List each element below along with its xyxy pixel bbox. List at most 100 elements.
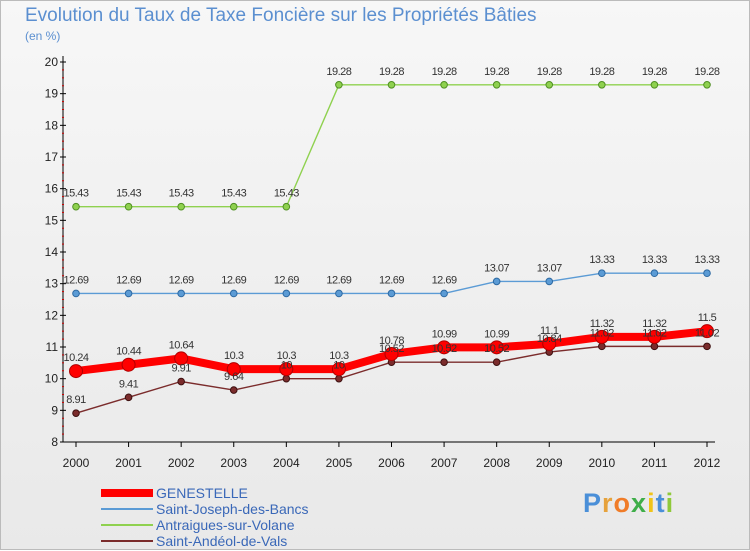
data-point bbox=[177, 289, 185, 298]
y-tick-label: 13 bbox=[45, 277, 59, 291]
data-label: 10 bbox=[281, 360, 293, 372]
data-point bbox=[384, 346, 399, 361]
x-tick-label: 2012 bbox=[694, 456, 721, 470]
data-point bbox=[650, 342, 659, 351]
data-label: 19.28 bbox=[326, 66, 351, 78]
data-point bbox=[177, 377, 185, 386]
data-point bbox=[177, 202, 185, 211]
logo-letter: o bbox=[613, 488, 632, 518]
data-point bbox=[703, 81, 711, 89]
data-point bbox=[440, 81, 448, 89]
legend: GENESTELLESaint-Joseph-des-BancsAntraigu… bbox=[101, 485, 309, 549]
y-tick-label: 10 bbox=[45, 372, 59, 386]
data-label: 9.64 bbox=[224, 371, 244, 383]
data-point bbox=[598, 81, 606, 89]
y-tick-label: 18 bbox=[45, 118, 59, 132]
data-point bbox=[650, 269, 659, 278]
data-label: 10.44 bbox=[116, 346, 141, 358]
data-label: 13.07 bbox=[484, 262, 509, 274]
data-label: 10.52 bbox=[484, 343, 509, 355]
x-tick-label: 2006 bbox=[378, 456, 405, 470]
logo-letter: t bbox=[655, 488, 666, 518]
legend-label-saint-joseph-des-bancs: Saint-Joseph-des-Bancs bbox=[156, 501, 309, 517]
data-point bbox=[229, 289, 238, 298]
data-point bbox=[598, 269, 606, 278]
data-point bbox=[545, 277, 554, 286]
data-label: 13.33 bbox=[642, 254, 667, 266]
data-label: 15.43 bbox=[63, 188, 88, 200]
data-label: 19.28 bbox=[589, 66, 614, 78]
data-label: 12.69 bbox=[326, 274, 351, 286]
series-saint-andeol-de-vals bbox=[72, 342, 711, 417]
y-tick-label: 9 bbox=[51, 403, 58, 417]
logo-letter: P bbox=[583, 488, 603, 518]
data-point bbox=[703, 342, 711, 351]
data-label: 10.64 bbox=[169, 339, 194, 351]
data-label: 10.52 bbox=[379, 343, 404, 355]
data-point bbox=[335, 374, 343, 383]
data-label: 15.43 bbox=[221, 188, 246, 200]
data-label: 19.28 bbox=[694, 66, 719, 78]
chart-subtitle: (en %) bbox=[25, 29, 61, 43]
x-tick-label: 2001 bbox=[115, 456, 142, 470]
data-label: 11.32 bbox=[590, 318, 615, 330]
y-tick-label: 15 bbox=[45, 213, 59, 227]
data-label: 10.3 bbox=[277, 350, 297, 362]
data-point bbox=[440, 358, 448, 367]
data-label: 9.91 bbox=[171, 363, 191, 375]
data-point bbox=[650, 81, 659, 89]
data-point bbox=[229, 202, 238, 211]
data-point bbox=[124, 289, 133, 298]
data-point bbox=[282, 202, 291, 211]
x-tick-label: 2003 bbox=[220, 456, 247, 470]
y-tick-label: 11 bbox=[46, 340, 59, 354]
data-label: 15.43 bbox=[116, 188, 141, 200]
series-layer bbox=[69, 81, 714, 417]
data-point bbox=[72, 289, 80, 298]
data-point bbox=[282, 374, 291, 383]
data-point bbox=[335, 81, 343, 89]
data-point bbox=[598, 342, 606, 351]
y-tick-label: 19 bbox=[45, 87, 59, 101]
data-point bbox=[282, 289, 291, 298]
data-point bbox=[542, 336, 557, 351]
x-tick-label: 2000 bbox=[63, 456, 90, 470]
series-antraigues-sur-volane bbox=[72, 81, 711, 211]
data-label: 11.5 bbox=[698, 312, 717, 324]
data-label: 12.69 bbox=[63, 274, 88, 286]
data-label: 11.32 bbox=[642, 318, 667, 330]
x-tick-label: 2007 bbox=[431, 456, 458, 470]
data-label: 10.3 bbox=[329, 350, 349, 362]
labels-saint-andeol-de-vals: 8.91 9.41 9.91 9.64 10 10 10.52 10.52 10.52 10.84… bbox=[66, 327, 720, 406]
data-label: 13.07 bbox=[537, 262, 562, 274]
data-label: 11.02 bbox=[695, 327, 720, 339]
data-label: 15.43 bbox=[274, 188, 299, 200]
logo-letter: i bbox=[665, 488, 675, 518]
data-point bbox=[647, 329, 662, 344]
logo-letter: r bbox=[602, 488, 614, 518]
data-label: 13.33 bbox=[694, 254, 719, 266]
data-label: 11.02 bbox=[590, 327, 615, 339]
data-label: 19.28 bbox=[537, 66, 562, 78]
data-label: 11.1 bbox=[540, 325, 559, 337]
data-label: 19.28 bbox=[484, 66, 509, 78]
x-tick-label: 2002 bbox=[168, 456, 195, 470]
data-point bbox=[594, 329, 609, 344]
data-label: 10.99 bbox=[484, 328, 509, 340]
data-labels: 8.91 9.41 9.91 9.64 10 10 10.52 10.52 10.52 10.84… bbox=[63, 66, 720, 406]
x-tick-label: 2008 bbox=[483, 456, 510, 470]
x-tick-label: 2005 bbox=[326, 456, 353, 470]
data-point bbox=[492, 358, 501, 367]
axes: 8 9 10 11 12 13 14 15 16 17 18 19 20 2000 2001 2002 2003… bbox=[45, 55, 721, 470]
logo-letter: x bbox=[631, 488, 648, 518]
y-tick-label: 14 bbox=[45, 245, 59, 259]
data-point bbox=[226, 362, 241, 377]
x-tick-label: 2011 bbox=[642, 456, 668, 470]
legend-label-antraigues-sur-volane: Antraigues-sur-Volane bbox=[156, 517, 295, 533]
data-point bbox=[440, 289, 448, 298]
data-point bbox=[331, 362, 346, 377]
data-point bbox=[387, 81, 396, 89]
data-point bbox=[124, 393, 133, 402]
data-label: 9.41 bbox=[119, 378, 139, 390]
